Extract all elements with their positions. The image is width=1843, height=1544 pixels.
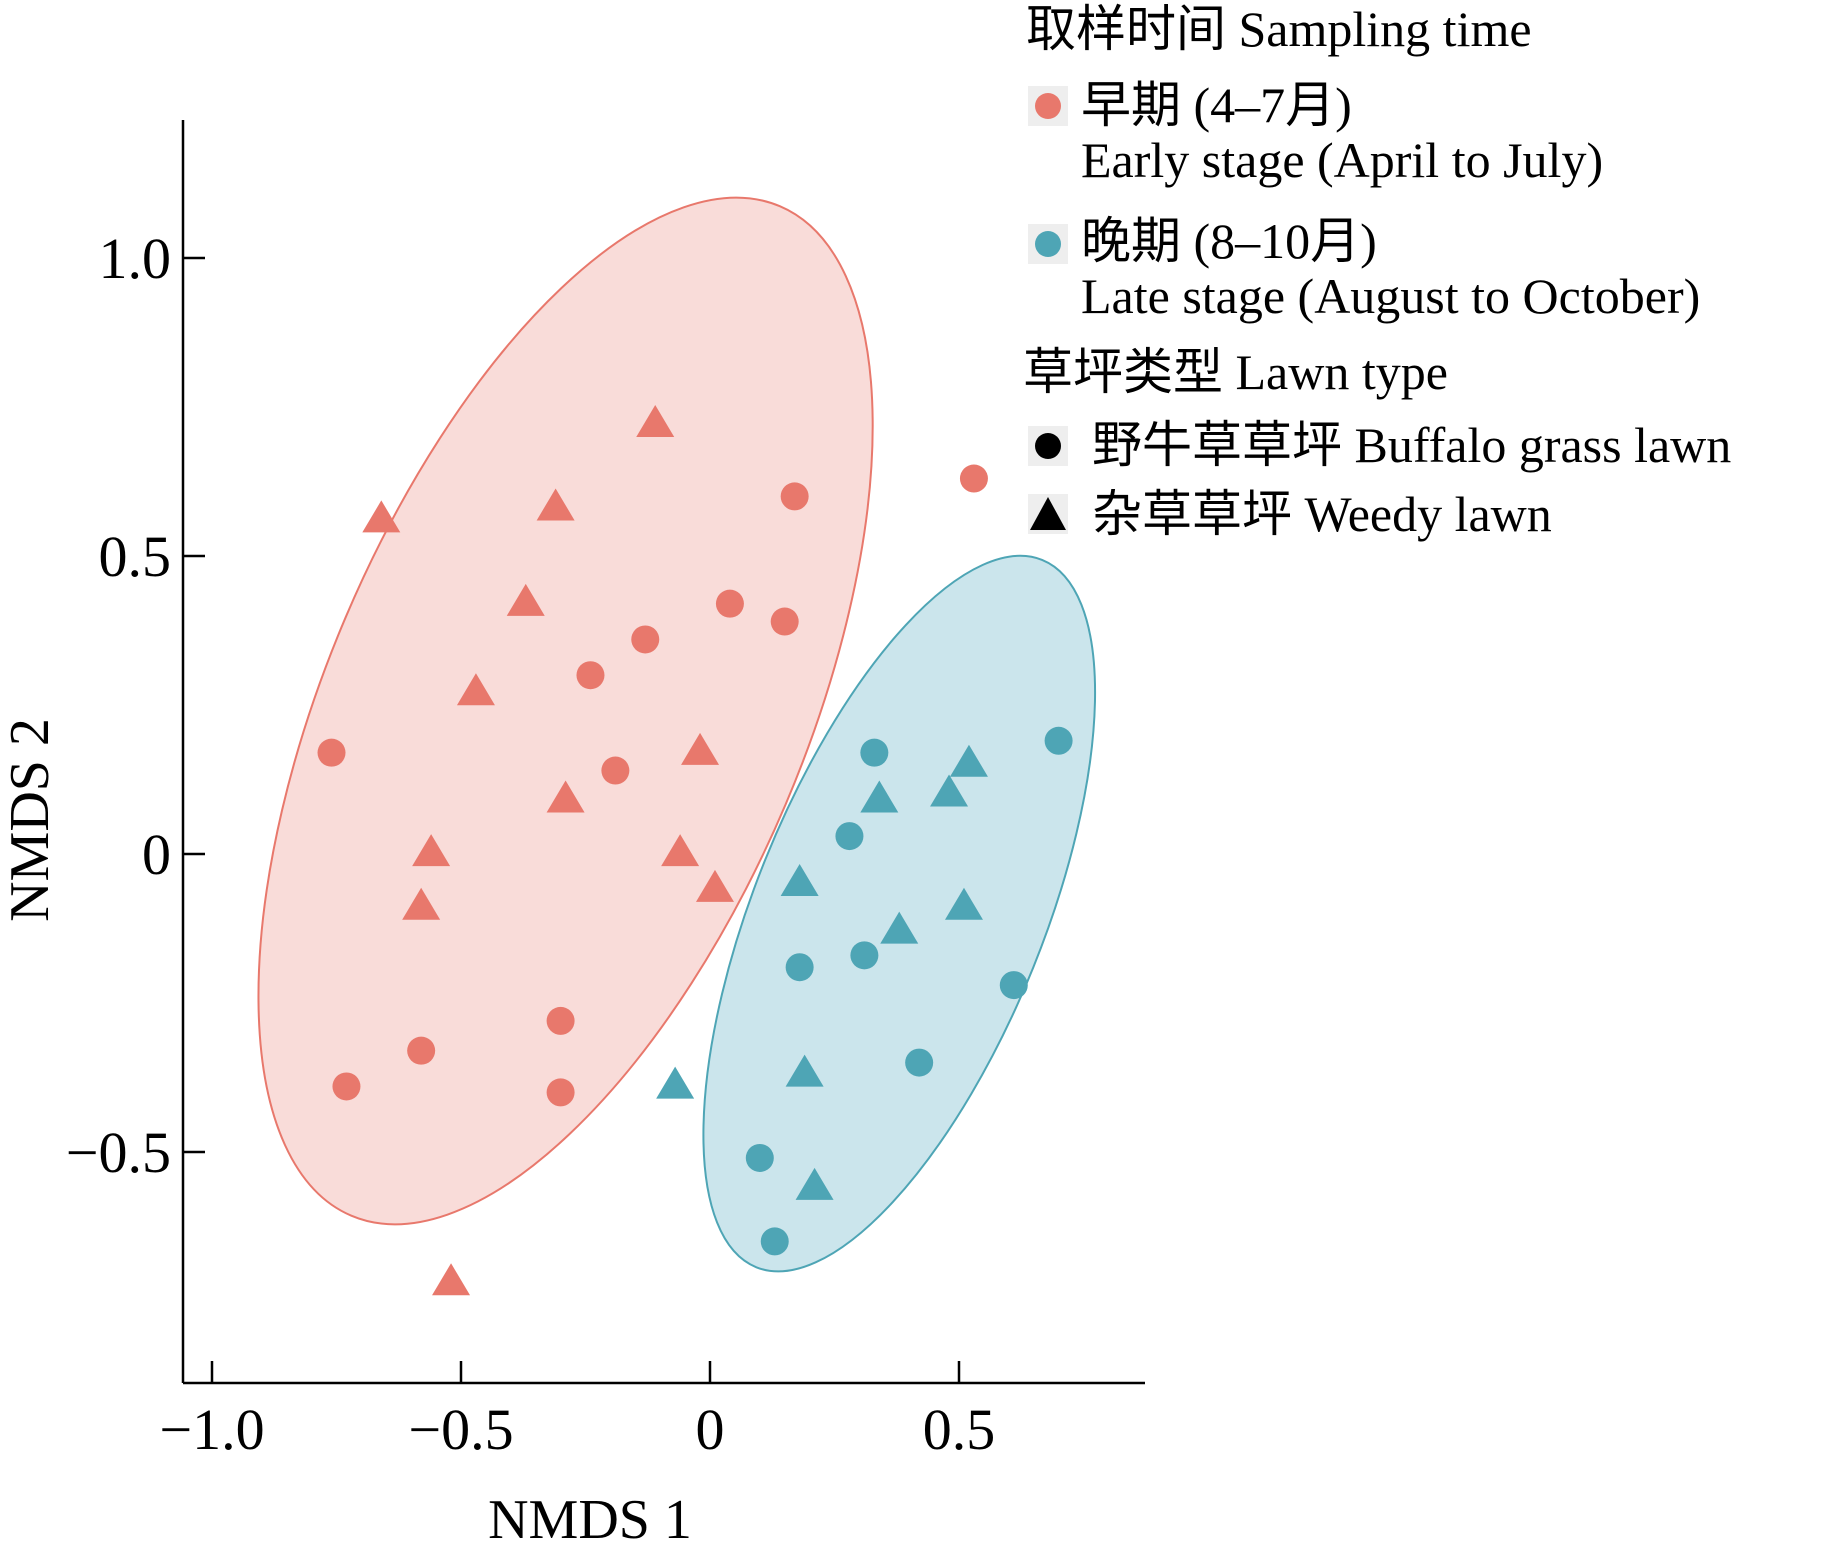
point-early-buffalo <box>770 607 799 636</box>
axes: −1.0 −0.5 0 0.5 1.0 0.5 0 −0.5 NMDS 1 NMDS 2 <box>0 120 1145 1544</box>
point-late-buffalo <box>835 822 864 851</box>
legend-lawn-title: 草坪类型 Lawn type <box>1023 344 1448 400</box>
y-axis-ticks: 1.0 0.5 0 −0.5 <box>66 226 205 1185</box>
legend-buffalo-label: 野牛草草坪 Buffalo grass lawn <box>1092 417 1731 473</box>
point-early-buffalo <box>546 1078 575 1107</box>
y-tick-label: −0.5 <box>66 1120 171 1185</box>
y-tick-label: 0.5 <box>99 524 172 589</box>
point-early-buffalo <box>332 1072 361 1101</box>
ellipse-early <box>257 196 874 1226</box>
legend-early-marker <box>1035 93 1061 119</box>
x-tick-label: 0 <box>696 1397 725 1462</box>
legend-weedy-marker <box>1030 497 1066 530</box>
point-early-weedy <box>402 887 441 920</box>
point-early-weedy <box>636 405 675 438</box>
point-late-weedy <box>785 1054 824 1087</box>
point-early-weedy <box>661 834 700 867</box>
point-late-buffalo <box>760 1227 789 1256</box>
legend-late-description: Late stage (August to October) <box>1081 268 1700 324</box>
legend-early-label: 早期 (4–7月) <box>1081 77 1352 133</box>
legend-late-marker <box>1035 231 1061 257</box>
point-late-weedy <box>944 887 983 920</box>
legend-early-description: Early stage (April to July) <box>1081 132 1603 188</box>
y-tick-label: 1.0 <box>99 226 172 291</box>
point-late-weedy <box>949 744 988 777</box>
x-axis-title: NMDS 1 <box>488 1489 692 1544</box>
point-late-weedy <box>795 1167 834 1200</box>
point-late-weedy <box>880 911 919 944</box>
legend: 取样时间 Sampling time 早期 (4–7月) Early stage… <box>1023 1 1731 542</box>
y-axis-title: NMDS 2 <box>0 718 61 922</box>
point-early-buffalo <box>317 738 346 767</box>
point-late-buffalo <box>745 1143 774 1172</box>
point-early-weedy <box>536 488 575 521</box>
point-early-weedy <box>456 673 495 706</box>
point-early-weedy <box>432 1263 471 1296</box>
point-early-buffalo <box>576 661 605 690</box>
point-early-weedy <box>681 732 720 765</box>
point-early-weedy <box>546 780 585 813</box>
point-late-weedy <box>780 863 819 896</box>
legend-sampling-title: 取样时间 Sampling time <box>1026 1 1532 57</box>
confidence-ellipses <box>257 196 1097 1273</box>
point-early-buffalo <box>780 482 809 511</box>
point-late-buffalo <box>785 953 814 982</box>
point-late-buffalo <box>860 738 889 767</box>
x-tick-label: −1.0 <box>159 1397 264 1462</box>
y-tick-label: 0 <box>142 822 171 887</box>
point-late-buffalo <box>1044 726 1073 755</box>
point-late-buffalo <box>850 941 879 970</box>
point-early-weedy <box>695 869 734 902</box>
x-tick-label: 0.5 <box>923 1397 996 1462</box>
point-late-weedy <box>860 780 899 813</box>
point-early-buffalo <box>601 756 630 785</box>
point-late-buffalo <box>905 1048 934 1077</box>
point-late-weedy <box>930 774 969 807</box>
legend-weedy-label: 杂草草坪 Weedy lawn <box>1092 486 1552 542</box>
x-axis-ticks: −1.0 −0.5 0 0.5 <box>159 1361 995 1462</box>
point-early-buffalo <box>407 1036 436 1065</box>
x-tick-label: −0.5 <box>408 1397 513 1462</box>
point-early-weedy <box>506 583 545 616</box>
point-late-weedy <box>656 1066 695 1099</box>
point-early-buffalo <box>631 625 660 654</box>
legend-late-label: 晚期 (8–10月) <box>1081 213 1377 269</box>
point-early-buffalo <box>546 1006 575 1035</box>
legend-buffalo-marker <box>1035 433 1061 459</box>
point-late-buffalo <box>999 971 1028 1000</box>
data-points <box>317 405 1073 1296</box>
point-early-weedy <box>412 834 451 867</box>
point-early-weedy <box>362 500 401 533</box>
point-early-buffalo <box>959 464 988 493</box>
point-early-buffalo <box>715 589 744 618</box>
